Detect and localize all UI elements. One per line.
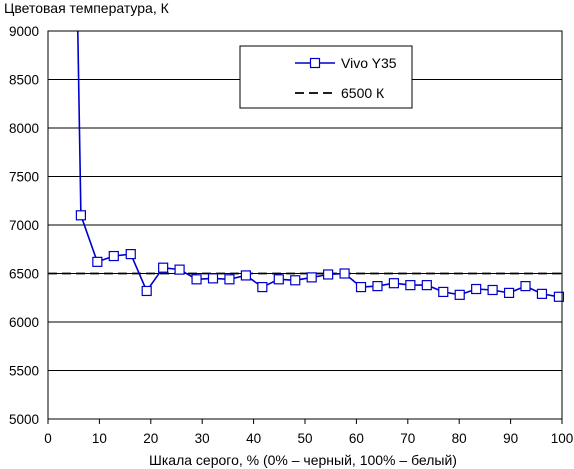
chart-title: Цветовая температура, К [4, 0, 170, 16]
series-vivo-y35-markers [75, 210, 565, 302]
data-point-marker [75, 210, 86, 221]
data-point-marker [306, 272, 317, 283]
data-point-marker [438, 286, 449, 298]
x-tick-label-60: 60 [349, 431, 364, 446]
y-tick-label-5000: 5000 [9, 412, 39, 427]
y-tick-label-6500: 6500 [9, 267, 39, 282]
data-point-marker [92, 256, 103, 267]
data-point-marker [388, 278, 400, 289]
data-point-marker [323, 269, 334, 280]
data-point-marker [273, 274, 284, 285]
y-tick-label-6000: 6000 [9, 315, 39, 330]
x-tick-label-100: 100 [551, 431, 574, 446]
x-axis-title: Шкала серого, % (0% – черный, 100% – бел… [149, 452, 457, 468]
y-tick-label-5500: 5500 [9, 364, 39, 379]
x-tick-label-50: 50 [297, 431, 312, 446]
legend: Vivo Y35 6500 К [239, 45, 413, 109]
x-tick-label-20: 20 [143, 431, 158, 446]
x-tick-label-90: 90 [503, 431, 518, 446]
x-tick-label-10: 10 [92, 431, 107, 446]
legend-box [239, 45, 413, 109]
legend-label-vivo-y35: Vivo Y35 [341, 55, 397, 71]
data-point-marker [257, 281, 268, 293]
y-tick-label-9000: 9000 [9, 24, 39, 39]
x-tick-label-40: 40 [246, 431, 261, 446]
data-point-marker [141, 285, 152, 297]
data-point-marker [240, 270, 251, 281]
data-point-marker [471, 283, 482, 295]
data-point-marker [191, 274, 202, 285]
y-tick-label-8000: 8000 [9, 121, 39, 136]
x-tick-label-70: 70 [400, 431, 415, 446]
data-point-marker [207, 273, 219, 284]
legend-marker-vivo-y35 [309, 57, 321, 69]
data-point-marker [553, 291, 565, 302]
data-point-marker [290, 275, 301, 286]
legend-label-6500k: 6500 К [341, 85, 385, 101]
data-point-marker [520, 281, 531, 292]
data-point-marker [503, 287, 515, 298]
data-point-marker [174, 264, 185, 275]
x-tick-label-30: 30 [195, 431, 210, 446]
data-point-marker [536, 288, 548, 299]
data-point-marker [372, 281, 383, 292]
y-tick-label-8500: 8500 [9, 73, 39, 88]
data-point-marker [355, 281, 367, 293]
data-point-marker [421, 280, 432, 291]
data-point-marker [125, 249, 136, 260]
y-tick-label-7000: 7000 [9, 218, 39, 233]
data-point-marker [339, 268, 350, 279]
data-point-marker [224, 274, 235, 285]
y-axis-tick-labels: 5000 5500 6000 6500 7000 7500 8000 8500 9000 [9, 24, 39, 427]
data-point-marker [158, 262, 169, 273]
x-tick-label-0: 0 [44, 431, 52, 446]
data-point-marker [487, 284, 498, 296]
data-point-marker [108, 250, 119, 262]
x-tick-label-80: 80 [452, 431, 467, 446]
data-point-marker [405, 280, 416, 291]
y-tick-label-7500: 7500 [9, 170, 39, 185]
x-axis-tick-labels: 0 10 20 30 40 50 60 70 80 90 100 [44, 419, 573, 446]
data-point-marker [454, 289, 465, 300]
